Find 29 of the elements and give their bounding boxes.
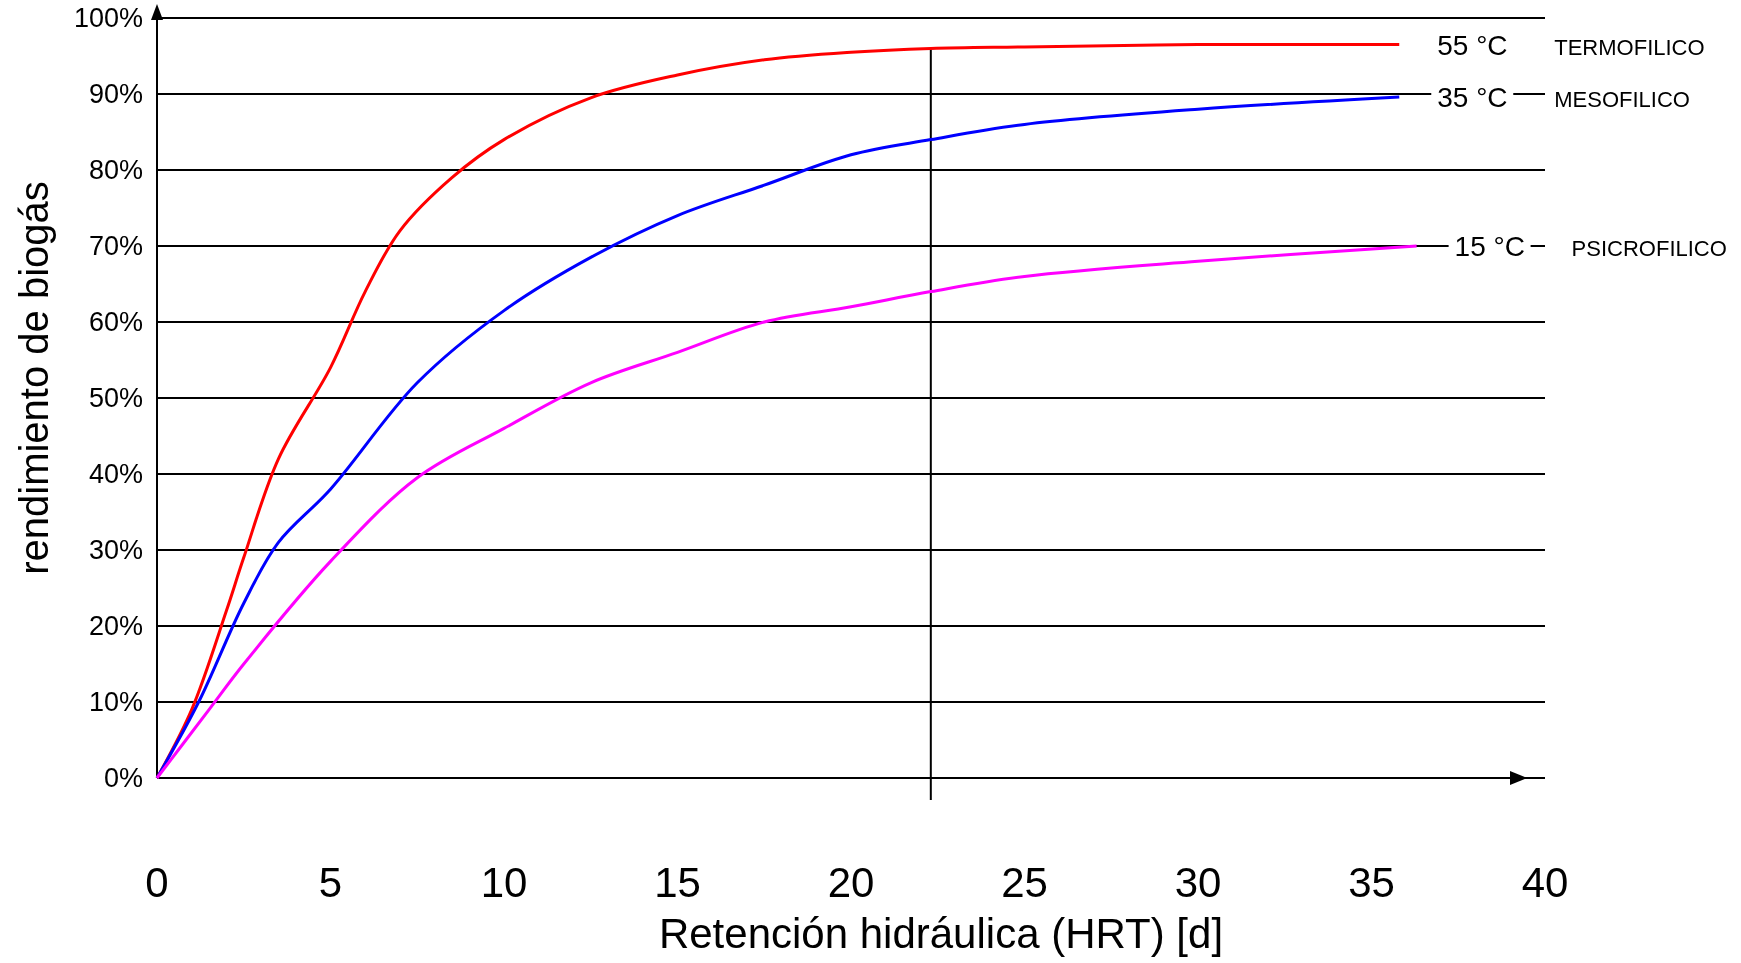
y-tick-label: 20%	[88, 611, 143, 641]
y-tick-label: 70%	[88, 231, 143, 261]
x-axis-title: Retención hidráulica (HRT) [d]	[658, 910, 1224, 957]
text: TERMOFILICO	[1554, 34, 1705, 60]
y-tick-label: 100%	[73, 3, 143, 33]
text: MESOFILICO	[1554, 87, 1690, 113]
y-axis-title: rendimiento de biogás	[12, 181, 56, 575]
x-tick-label: 5	[318, 859, 343, 906]
y-tick-label: 50%	[88, 383, 143, 413]
x-tick-label: 0	[145, 859, 169, 906]
y-tick-label: 30%	[88, 535, 143, 565]
series-label: 55 °C	[1437, 29, 1508, 61]
series-label: 15 °C	[1454, 231, 1525, 262]
x-tick-label: 35	[1348, 859, 1395, 906]
y-tick-label: 60%	[88, 307, 143, 337]
text: PSICROFILICO	[1571, 236, 1727, 261]
x-tick-label: 10	[480, 859, 528, 906]
x-tick-label: 15	[654, 859, 701, 906]
x-tick-label: 20	[827, 859, 875, 906]
y-tick-label: 40%	[88, 459, 143, 489]
x-tick-label: 40	[1521, 859, 1569, 906]
y-tick-label: 90%	[88, 79, 143, 109]
series-label: 35 °C	[1437, 82, 1508, 114]
y-tick-label: 80%	[88, 155, 143, 185]
y-tick-label: 0%	[103, 763, 143, 793]
line-series	[155, 244, 1419, 780]
x-tick-label: 30	[1174, 859, 1222, 906]
x-tick-label: 25	[1001, 859, 1048, 906]
y-tick-label: 10%	[88, 687, 143, 717]
